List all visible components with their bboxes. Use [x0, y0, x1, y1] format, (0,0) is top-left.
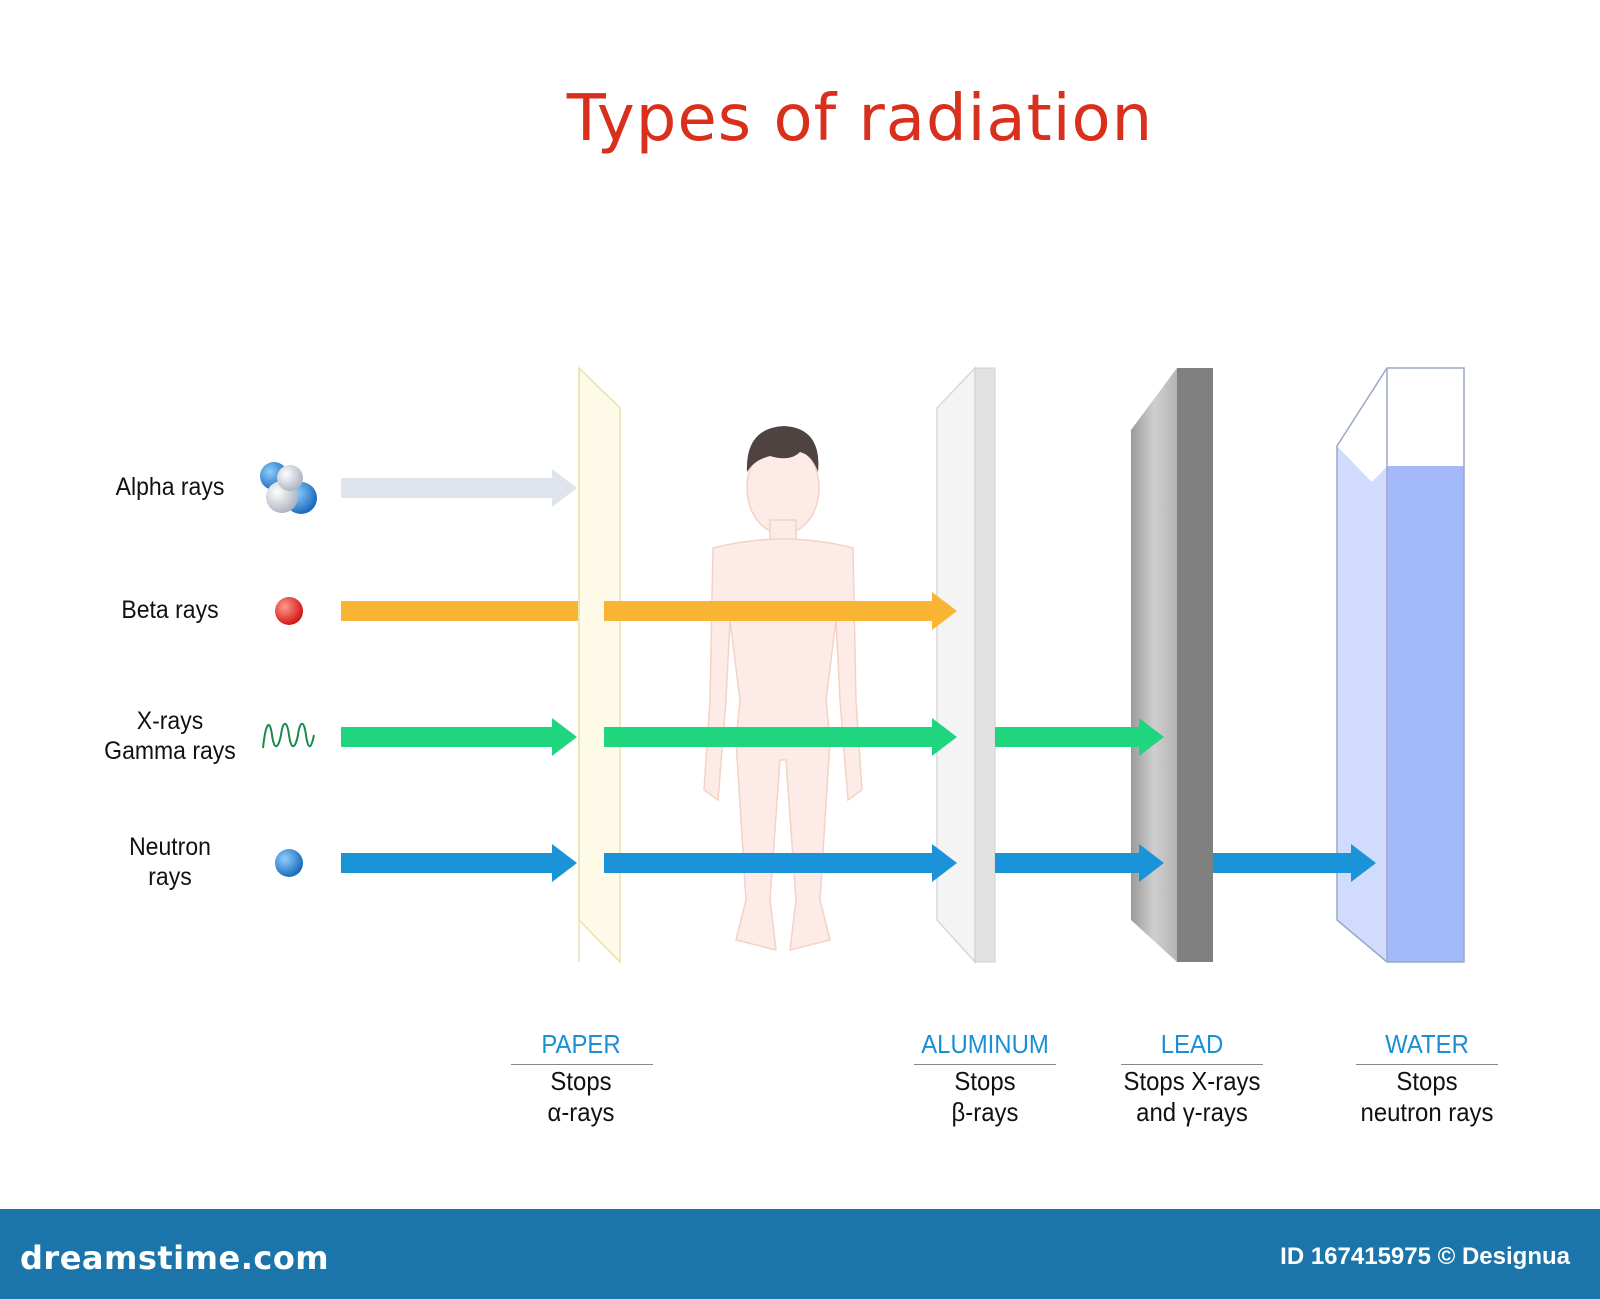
arrow-beta-1	[341, 601, 578, 621]
arrow-xgamma-3	[995, 718, 1164, 756]
material-name-aluminum: ALUMINUM	[921, 1029, 1049, 1059]
ray-label-beta: Beta rays	[121, 596, 219, 624]
arrow-beta-2	[604, 592, 957, 630]
water-tank	[1336, 367, 1465, 963]
material-name-paper: PAPER	[541, 1029, 621, 1059]
material-desc-paper: Stops α-rays	[547, 1066, 615, 1127]
arrow-neutron-2	[604, 844, 957, 882]
footer-image-id: ID 167415975 © Designua	[1280, 1243, 1570, 1270]
arrow-xgamma-1	[341, 718, 577, 756]
material-name-lead: LEAD	[1160, 1029, 1224, 1059]
arrow-neutron-4	[1213, 844, 1376, 882]
aluminum-sheet	[936, 366, 996, 964]
footer-bar: dreamstime.com ID 167415975 © Designua	[0, 1209, 1600, 1299]
lead-block	[1131, 368, 1213, 962]
material-name-water: WATER	[1385, 1029, 1469, 1059]
neutron-sphere-icon	[275, 849, 303, 877]
arrow-alpha-1	[341, 469, 577, 507]
material-desc-aluminum: Stops β-rays	[951, 1066, 1019, 1127]
electron-sphere-icon	[275, 597, 303, 625]
ray-label-alpha: Alpha rays	[115, 473, 225, 501]
ray-label-xgamma: X-rays Gamma rays	[104, 707, 236, 765]
footer-brand[interactable]: dreamstime.com	[20, 1239, 330, 1277]
paper-sheet	[578, 366, 621, 964]
material-divider-water	[1356, 1064, 1498, 1065]
ray-arrows	[341, 469, 1376, 882]
material-desc-lead: Stops X-rays and γ-rays	[1123, 1066, 1261, 1127]
material-divider-aluminum	[914, 1064, 1056, 1065]
arrow-xgamma-2	[604, 718, 957, 756]
arrow-neutron-3	[995, 844, 1164, 882]
ray-label-neutron: Neutron rays	[129, 833, 211, 891]
material-divider-paper	[511, 1064, 653, 1065]
diagram-title: Types of radiation	[566, 82, 1154, 156]
alpha-particle-cluster-icon	[260, 462, 317, 514]
electromagnetic-wave-icon	[262, 722, 315, 749]
material-divider-lead	[1121, 1064, 1263, 1065]
material-desc-water: Stops neutron rays	[1360, 1066, 1494, 1127]
arrow-neutron-1	[341, 844, 577, 882]
